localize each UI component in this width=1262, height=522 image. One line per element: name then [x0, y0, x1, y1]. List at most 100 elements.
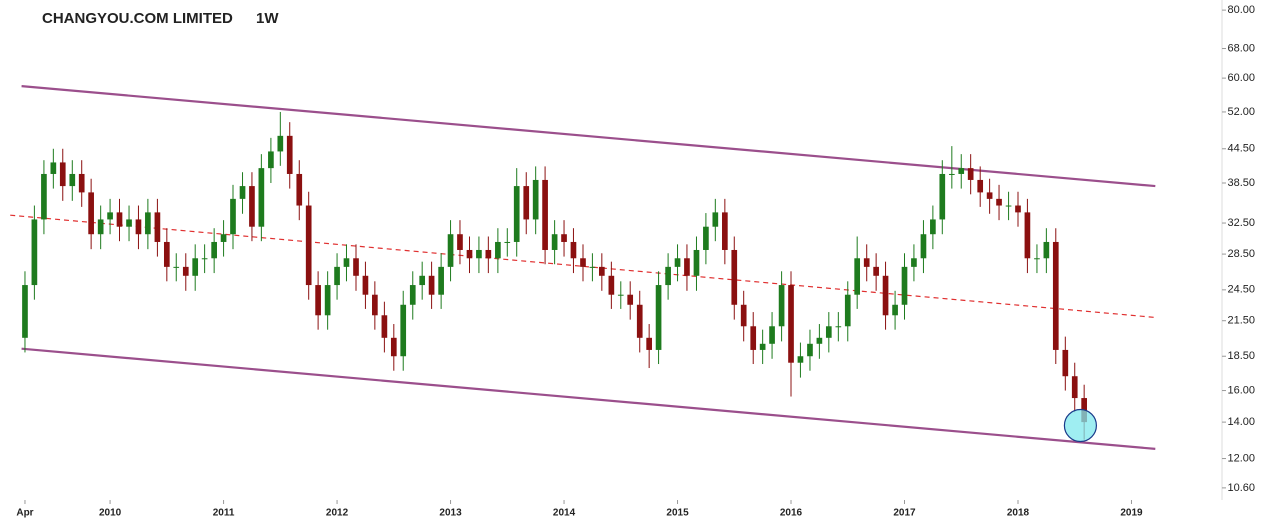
- candle-body: [182, 266, 189, 276]
- candle-body: [797, 356, 804, 363]
- x-tick-label: Apr: [16, 508, 33, 519]
- candle-body: [135, 219, 142, 235]
- candle-body: [589, 266, 596, 268]
- x-tick-label: 2013: [439, 508, 462, 519]
- y-tick-label: 44.50: [1227, 143, 1255, 155]
- candle-body: [740, 304, 747, 327]
- candle-body: [551, 234, 558, 250]
- candle-body: [759, 343, 766, 350]
- candle-body: [1071, 376, 1078, 399]
- candle-body: [930, 219, 936, 235]
- candle-body: [542, 179, 548, 250]
- candle-body: [485, 249, 492, 259]
- candle-body: [145, 212, 151, 235]
- candle-body: [192, 258, 199, 276]
- candle-body: [400, 304, 407, 357]
- y-tick-label: 24.50: [1227, 284, 1255, 296]
- candle-body: [835, 326, 842, 328]
- candle-body: [277, 135, 284, 152]
- candle-body: [882, 275, 889, 316]
- candle-body: [239, 186, 246, 199]
- candle-body: [409, 285, 416, 305]
- candle-body: [362, 275, 369, 295]
- y-tick-label: 12.00: [1227, 452, 1255, 464]
- candle-body: [617, 294, 624, 296]
- y-tick-label: 14.00: [1227, 416, 1255, 428]
- candle-body: [807, 343, 813, 357]
- candle-body: [958, 168, 965, 174]
- y-tick-label: 80.00: [1227, 4, 1255, 16]
- candle-body: [1024, 212, 1031, 259]
- candle-body: [466, 249, 473, 259]
- candle-body: [249, 186, 255, 227]
- y-tick-label: 10.60: [1227, 482, 1255, 494]
- y-tick-label: 52.00: [1227, 106, 1255, 118]
- x-tick-label: 2018: [1007, 508, 1030, 519]
- candle-body: [381, 315, 388, 338]
- candle-body: [750, 326, 757, 350]
- candle-body: [948, 173, 955, 175]
- y-tick-label: 16.00: [1227, 384, 1255, 396]
- candle-body: [163, 241, 170, 267]
- candle-body: [211, 241, 217, 259]
- candle-body: [674, 258, 681, 267]
- candle-body: [286, 135, 293, 174]
- trendline: [21, 85, 1156, 188]
- candle-body: [315, 285, 321, 316]
- y-tick-label: 21.50: [1227, 315, 1255, 327]
- candle-body: [258, 168, 265, 227]
- candle-body: [353, 258, 359, 276]
- x-tick-label: 2015: [666, 508, 689, 519]
- candle-body: [703, 226, 709, 250]
- candle-body: [986, 192, 993, 199]
- candle-body: [854, 258, 861, 295]
- candle-body: [1062, 349, 1069, 377]
- y-tick-label: 68.00: [1227, 42, 1255, 54]
- candle-body: [59, 162, 66, 187]
- candle-body: [372, 294, 378, 316]
- candle-body: [608, 275, 615, 295]
- candle-body: [457, 234, 463, 250]
- candle-body: [1034, 258, 1040, 260]
- x-tick-label: 2019: [1120, 508, 1143, 519]
- candle-body: [97, 219, 104, 235]
- candle-body: [598, 266, 605, 276]
- candle-body: [570, 241, 577, 259]
- y-tick-label: 28.50: [1227, 248, 1255, 260]
- x-tick-label: 2010: [99, 508, 122, 519]
- candle-body: [693, 249, 700, 276]
- candle-body: [41, 173, 47, 220]
- candle-body: [116, 212, 123, 227]
- y-tick-label: 18.50: [1227, 350, 1255, 362]
- candle-body: [343, 258, 350, 267]
- candle-body: [920, 234, 927, 259]
- candle-body: [580, 258, 586, 267]
- candle-body: [977, 179, 984, 193]
- candle-body: [561, 234, 567, 242]
- y-tick-label: 38.50: [1227, 177, 1255, 189]
- candle-body: [655, 285, 662, 350]
- candle-body: [1043, 241, 1050, 259]
- candle-body: [722, 212, 728, 250]
- candle-body: [731, 249, 738, 305]
- x-tick-label: 2011: [213, 508, 235, 519]
- candle-body: [50, 162, 57, 174]
- candle-body: [778, 285, 785, 327]
- candle-body: [201, 258, 208, 260]
- candle-body: [788, 285, 794, 363]
- y-tick-label: 60.00: [1227, 72, 1255, 84]
- candle-body: [154, 212, 161, 242]
- candle-body: [684, 258, 690, 276]
- candle-body: [324, 285, 331, 316]
- candle-body: [334, 266, 340, 286]
- candle-body: [892, 304, 898, 316]
- candle-body: [88, 192, 94, 235]
- candle-body: [428, 275, 435, 295]
- candle-body: [939, 173, 946, 220]
- candle-body: [901, 266, 908, 305]
- candle-body: [873, 266, 879, 276]
- candle-body: [911, 258, 917, 267]
- candle-body: [78, 173, 85, 193]
- candle-body: [268, 151, 274, 169]
